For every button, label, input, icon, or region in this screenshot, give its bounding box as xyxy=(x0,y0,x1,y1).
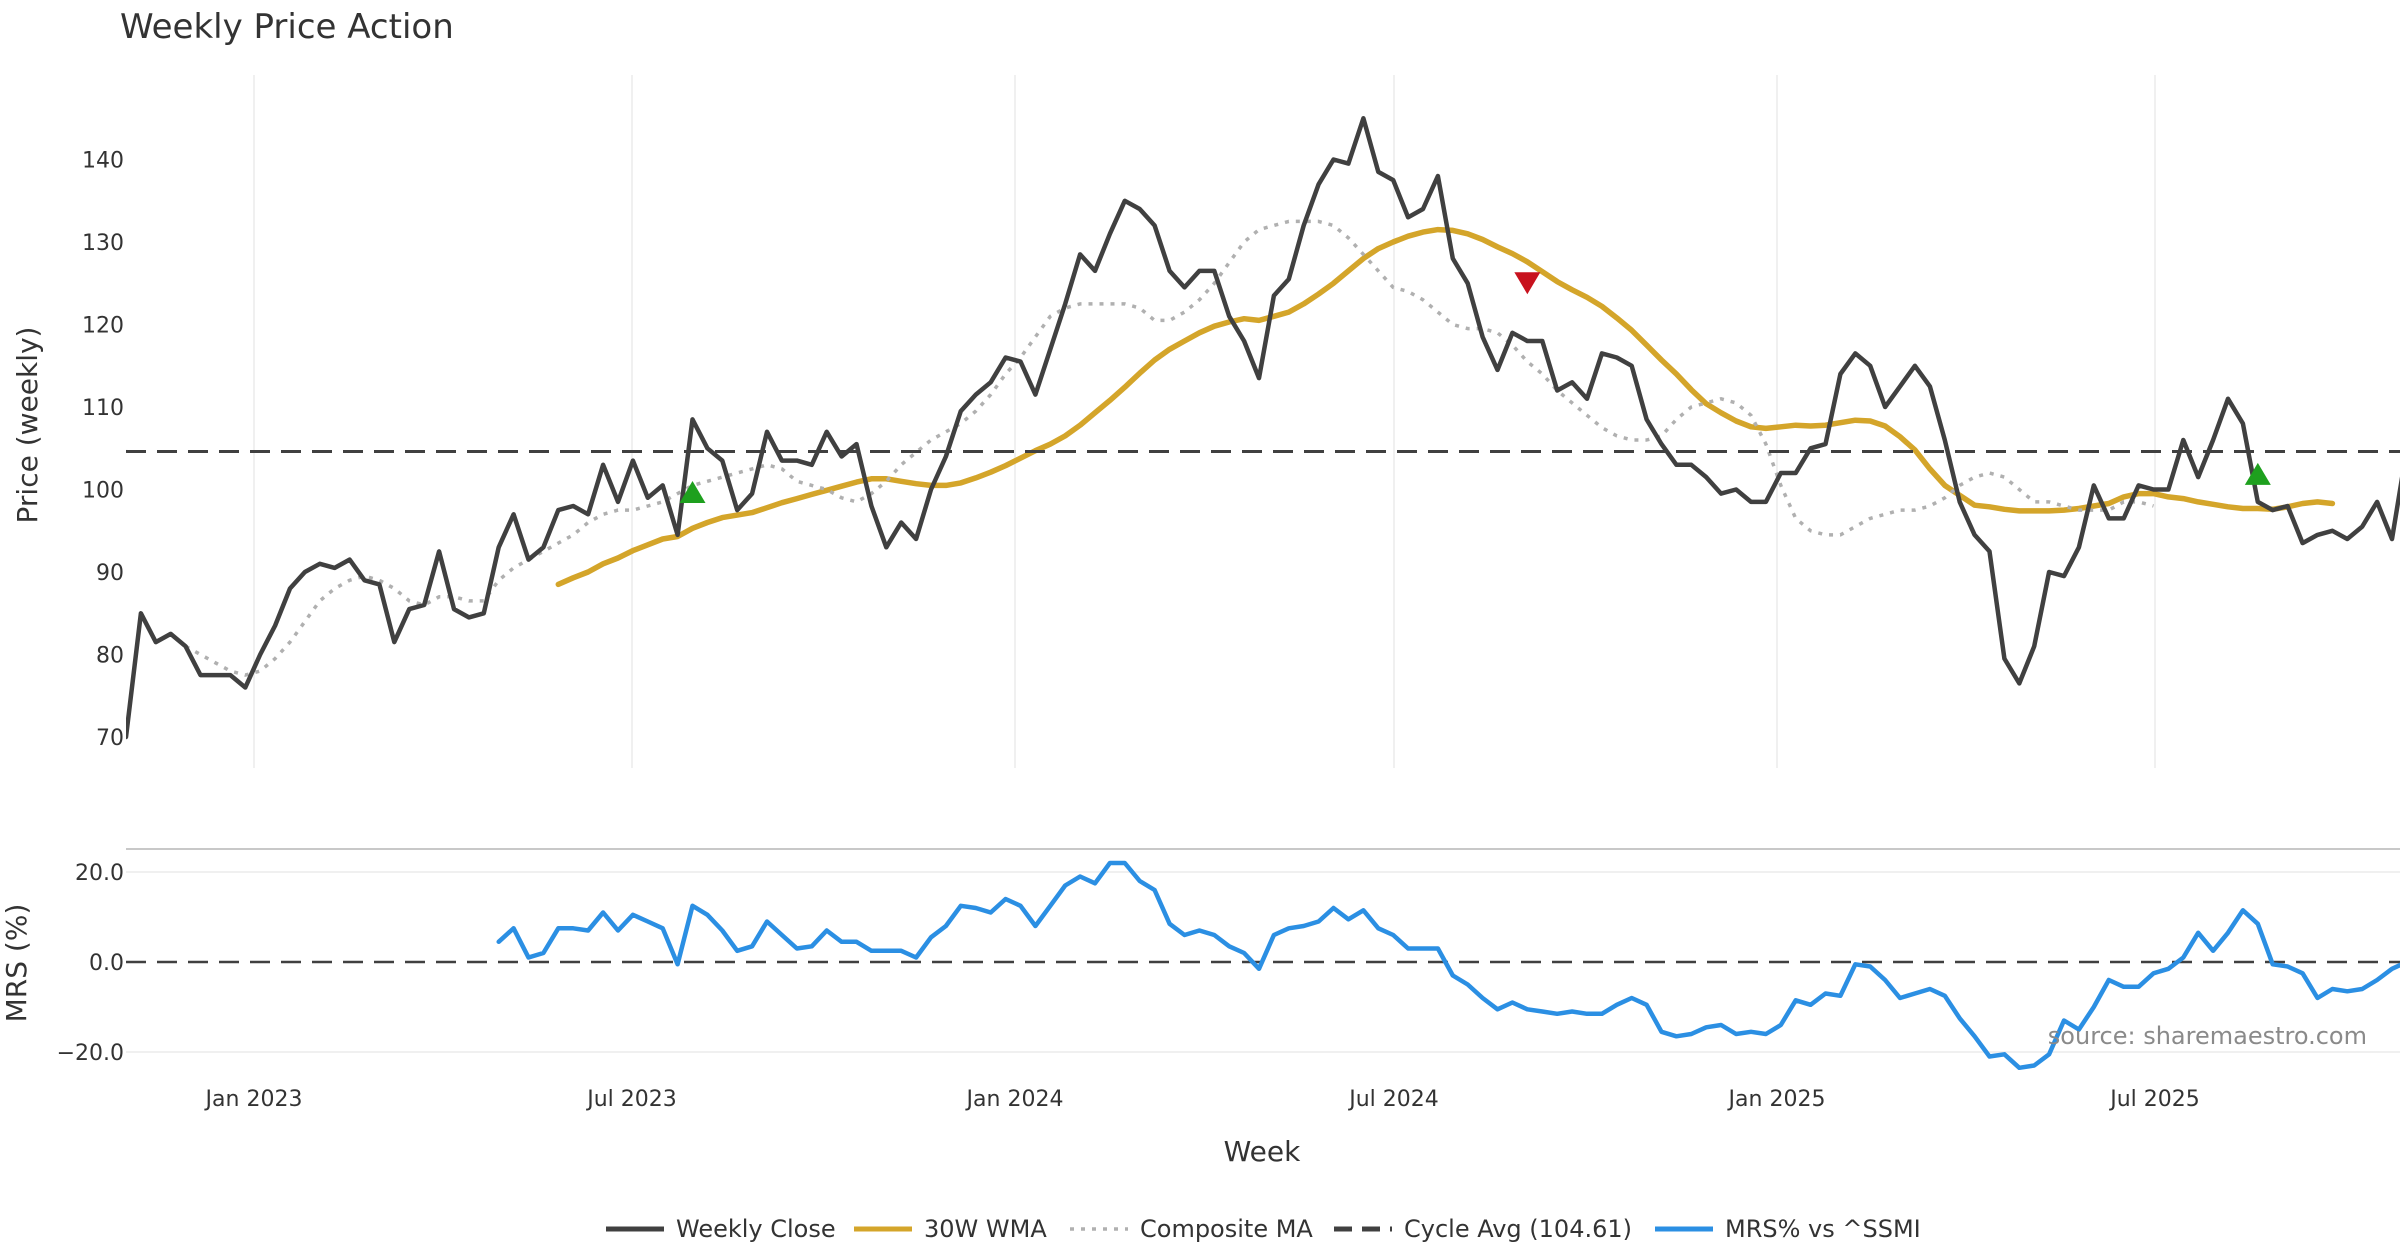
weekly-close-line xyxy=(126,116,2400,740)
price-y-tick-label: 80 xyxy=(96,644,124,669)
price-y-tick-label: 70 xyxy=(96,726,124,751)
axes: Jan 2023 Jul 2023 Jan 2024 Jul 2024 Jan 2025… xyxy=(57,149,2200,1113)
mrs-axis-title: MRS (%) xyxy=(0,904,33,1023)
grid xyxy=(126,75,2400,1053)
sell-signal-marker xyxy=(1514,272,1541,295)
x-tick-label: Jul 2023 xyxy=(585,1087,677,1112)
legend-item: 30W WMA xyxy=(854,1215,1047,1243)
x-tick-label: Jul 2025 xyxy=(2108,1087,2200,1112)
legend-item: Composite MA xyxy=(1070,1215,1313,1243)
mrs-line xyxy=(496,860,2400,1071)
legend-label: Cycle Avg (104.61) xyxy=(1404,1215,1632,1243)
legend-item: Weekly Close xyxy=(606,1215,836,1243)
x-tick-label: Jan 2024 xyxy=(965,1087,1064,1112)
price-y-tick-label: 120 xyxy=(82,314,124,339)
legend-label: Weekly Close xyxy=(676,1215,836,1243)
mrs-y-tick-label: 0.0 xyxy=(89,951,124,976)
legend-item: MRS% vs ^SSMI xyxy=(1655,1215,1921,1243)
mrs-panel xyxy=(126,860,2400,1071)
price-y-tick-label: 140 xyxy=(82,149,124,174)
composite-ma-line xyxy=(184,219,2154,677)
mrs-y-tick-label: 20.0 xyxy=(75,861,124,886)
price-axis-title: Price (weekly) xyxy=(11,327,44,524)
price-y-tick-label: 110 xyxy=(82,396,124,421)
source-note: source: sharemaestro.com xyxy=(2048,1022,2367,1050)
price-panel xyxy=(126,116,2400,740)
legend-item: Cycle Avg (104.61) xyxy=(1334,1215,1632,1243)
buy-signal-marker xyxy=(679,480,706,503)
x-tick-label: Jan 2025 xyxy=(1727,1087,1826,1112)
price-y-tick-label: 90 xyxy=(96,561,124,586)
price-y-tick-label: 130 xyxy=(82,231,124,256)
mrs-y-tick-label: −20.0 xyxy=(57,1041,124,1066)
legend-label: 30W WMA xyxy=(924,1215,1047,1243)
x-tick-label: Jul 2024 xyxy=(1347,1087,1439,1112)
wma-30w-line xyxy=(555,226,2336,588)
price-y-tick-label: 100 xyxy=(82,479,124,504)
buy-signal-marker xyxy=(2244,462,2271,485)
legend: Weekly Close 30W WMA Composite MA Cycle Avg… xyxy=(606,1215,1921,1243)
legend-label: MRS% vs ^SSMI xyxy=(1725,1215,1921,1243)
x-tick-label: Jan 2023 xyxy=(204,1087,303,1112)
chart-title: Weekly Price Action xyxy=(120,7,454,47)
x-axis-title: Week xyxy=(1224,1135,1301,1168)
legend-label: Composite MA xyxy=(1140,1215,1313,1243)
